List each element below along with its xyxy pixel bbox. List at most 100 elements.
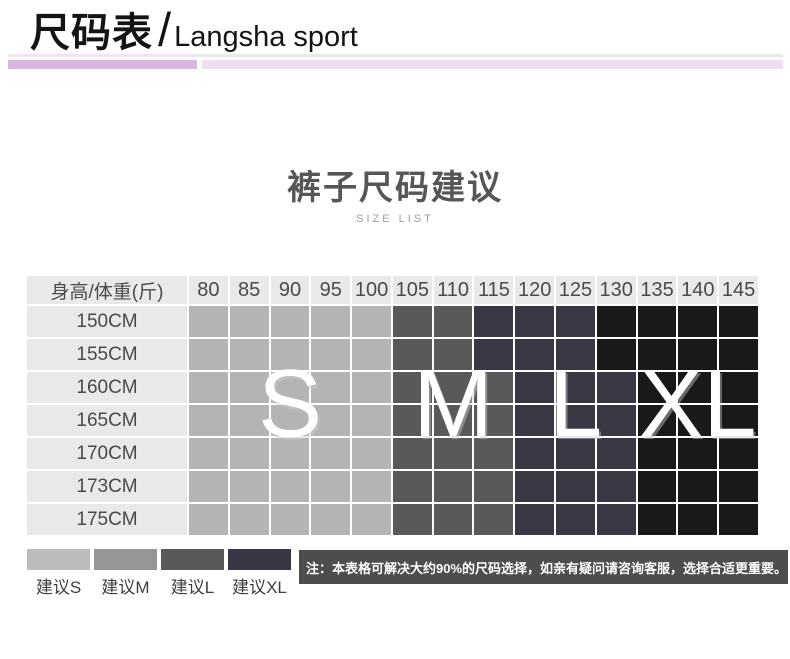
size-cell-L — [474, 306, 514, 337]
weight-header-cell: 120 — [515, 276, 555, 304]
table-corner-label: 身高/体重(斤) — [27, 276, 187, 304]
size-cell-L — [515, 438, 555, 469]
size-cell-S — [229, 504, 269, 535]
legend-label: 建议L — [170, 578, 215, 597]
height-row-label: 160CM — [27, 372, 187, 403]
size-cell-M — [433, 438, 473, 469]
legend: 建议S 建议M 建议L 建议XL — [27, 549, 291, 598]
size-cell-L — [556, 405, 595, 436]
size-cell-S — [270, 405, 310, 436]
size-cell-M — [392, 471, 432, 502]
size-cell-M — [474, 504, 514, 535]
note-box: 注：本表格可解决大约90%的尺码选择，如亲有疑问请咨询客服，选择合适更重要。 — [299, 550, 788, 584]
size-cell-M — [474, 471, 514, 502]
size-cell-L — [596, 504, 636, 535]
weight-header-cell: 80 — [189, 276, 228, 304]
size-cell-S — [311, 471, 351, 502]
size-cell-S — [229, 405, 269, 436]
size-cell-S — [352, 306, 391, 337]
weight-header-cell: 110 — [433, 276, 473, 304]
size-cell-XL — [719, 339, 758, 370]
size-table: 身高/体重(斤) 80 85 90 95 100 105 110 115 120 125 130 135… — [27, 276, 758, 535]
size-cell-S — [229, 438, 269, 469]
size-cell-XL — [637, 306, 677, 337]
page-header: 尺码表 / Langsha sport — [30, 0, 358, 58]
size-cell-XL — [678, 306, 718, 337]
weight-header-cell: 125 — [556, 276, 595, 304]
size-cell-XL — [637, 438, 677, 469]
size-cell-S — [229, 372, 269, 403]
size-cell-S — [270, 471, 310, 502]
weight-header-cell: 130 — [596, 276, 636, 304]
legend-swatch — [161, 549, 224, 570]
size-cell-M — [474, 405, 514, 436]
height-row-label: 173CM — [27, 471, 187, 502]
header-slash: / — [158, 3, 172, 56]
size-cell-S — [189, 471, 228, 502]
size-cell-S — [189, 504, 228, 535]
size-cell-S — [189, 339, 228, 370]
size-cell-XL — [719, 306, 758, 337]
legend-label: 建议M — [101, 578, 150, 597]
size-cell-S — [311, 339, 351, 370]
size-cell-S — [229, 306, 269, 337]
size-cell-S — [189, 438, 228, 469]
size-cell-XL — [637, 372, 677, 403]
weight-header-cell: 90 — [270, 276, 310, 304]
legend-swatch — [27, 549, 90, 570]
size-cell-XL — [637, 504, 677, 535]
size-cell-L — [556, 372, 595, 403]
weight-header-cell: 145 — [719, 276, 758, 304]
size-cell-XL — [678, 471, 718, 502]
height-row-label: 165CM — [27, 405, 187, 436]
size-cell-XL — [678, 405, 718, 436]
size-cell-S — [189, 405, 228, 436]
size-cell-S — [352, 471, 391, 502]
legend-item: 建议M — [94, 549, 157, 598]
size-cell-S — [311, 372, 351, 403]
height-row-label: 155CM — [27, 339, 187, 370]
section-title: 裤子尺码建议 — [287, 169, 503, 207]
weight-header-cell: 95 — [311, 276, 351, 304]
size-cell-L — [515, 339, 555, 370]
divider-bar-left — [8, 60, 197, 69]
size-cell-M — [392, 339, 432, 370]
size-cell-XL — [719, 504, 758, 535]
size-cell-L — [556, 471, 595, 502]
size-cell-M — [474, 372, 514, 403]
size-cell-XL — [637, 471, 677, 502]
size-cell-M — [392, 438, 432, 469]
size-cell-M — [474, 438, 514, 469]
weight-header-cell: 85 — [229, 276, 269, 304]
header-title-en: Langsha sport — [174, 21, 358, 53]
size-cell-L — [515, 504, 555, 535]
legend-label: 建议S — [35, 578, 82, 597]
legend-swatch — [94, 549, 157, 570]
size-cell-XL — [678, 372, 718, 403]
size-cell-S — [270, 504, 310, 535]
size-cell-L — [596, 372, 636, 403]
legend-item: 建议XL — [228, 549, 291, 598]
weight-header-cell: 100 — [352, 276, 391, 304]
size-cell-M — [433, 306, 473, 337]
note-text: 注：本表格可解决大约90%的尺码选择，如亲有疑问请咨询客服，选择合适更重要。 — [306, 560, 788, 576]
size-cell-XL — [719, 438, 758, 469]
size-cell-L — [556, 438, 595, 469]
header-title-cn: 尺码表 — [30, 11, 153, 55]
size-cell-S — [311, 405, 351, 436]
size-cell-L — [474, 339, 514, 370]
size-cell-L — [556, 339, 595, 370]
size-cell-L — [515, 372, 555, 403]
size-cell-XL — [678, 504, 718, 535]
size-cell-XL — [719, 405, 758, 436]
height-row-label: 170CM — [27, 438, 187, 469]
size-cell-XL — [637, 405, 677, 436]
divider-thin-bar — [8, 54, 783, 57]
size-cell-XL — [678, 339, 718, 370]
legend-item: 建议S — [27, 549, 90, 598]
size-cell-L — [596, 471, 636, 502]
size-cell-S — [311, 306, 351, 337]
weight-header-cell: 115 — [474, 276, 514, 304]
height-row-label: 150CM — [27, 306, 187, 337]
